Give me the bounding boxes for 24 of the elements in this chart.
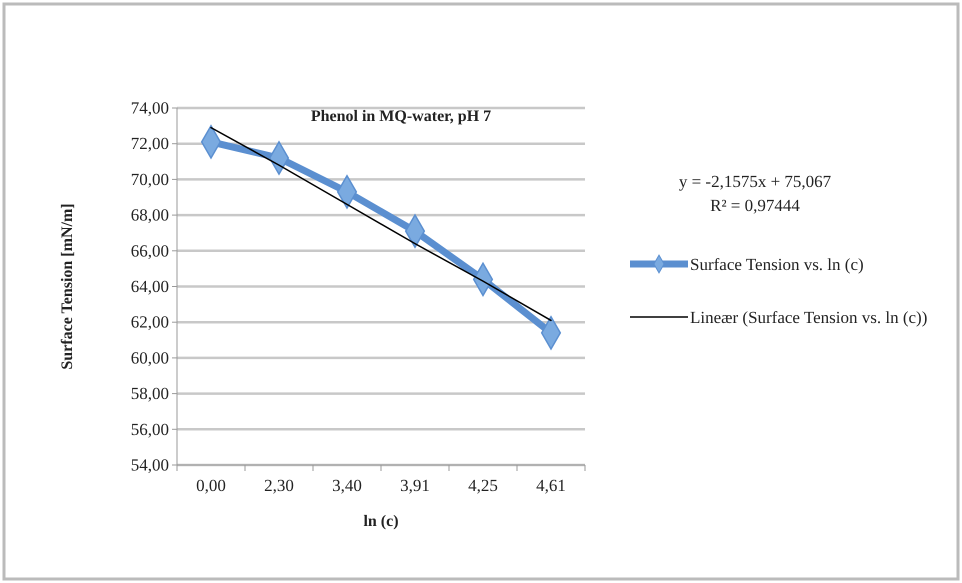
x-axis-title: ln (c) — [363, 513, 399, 530]
y-tick-label: 64,00 — [130, 276, 169, 296]
y-tick-label: 68,00 — [130, 206, 169, 225]
text: R² = 0,97444 — [710, 196, 800, 215]
x-tick-label: 4,61 — [536, 476, 566, 496]
text: y = -2,1575x + 75,067 — [678, 172, 832, 191]
x-tick-label: 3,91 — [400, 476, 430, 496]
y-tick-label: 74,00 — [130, 98, 169, 118]
chart-title: Phenol in MQ-water, pH 7 — [310, 108, 492, 125]
y-tick-label: 56,00 — [130, 420, 169, 439]
x-tick-label: 2,30 — [264, 476, 294, 496]
y-tick-label: 58,00 — [130, 384, 169, 404]
x-tick-label: 3,40 — [332, 476, 362, 496]
y-tick-label: 70,00 — [130, 170, 169, 189]
legend-label: Lineær (Surface Tension vs. ln (c)) — [690, 308, 928, 327]
x-tick-label: 4,25 — [468, 476, 498, 496]
y-tick-label: 72,00 — [130, 134, 169, 154]
y-tick-label: 62,00 — [130, 312, 169, 332]
y-tick-label: 66,00 — [130, 241, 169, 260]
x-tick-label: 0,00 — [196, 476, 226, 496]
y-tick-label: 54,00 — [130, 455, 169, 474]
y-tick-label: 60,00 — [130, 348, 169, 368]
legend-label: Surface Tension vs. ln (c) — [690, 255, 864, 274]
y-axis-title: Surface Tension [mN/m] — [59, 203, 76, 370]
